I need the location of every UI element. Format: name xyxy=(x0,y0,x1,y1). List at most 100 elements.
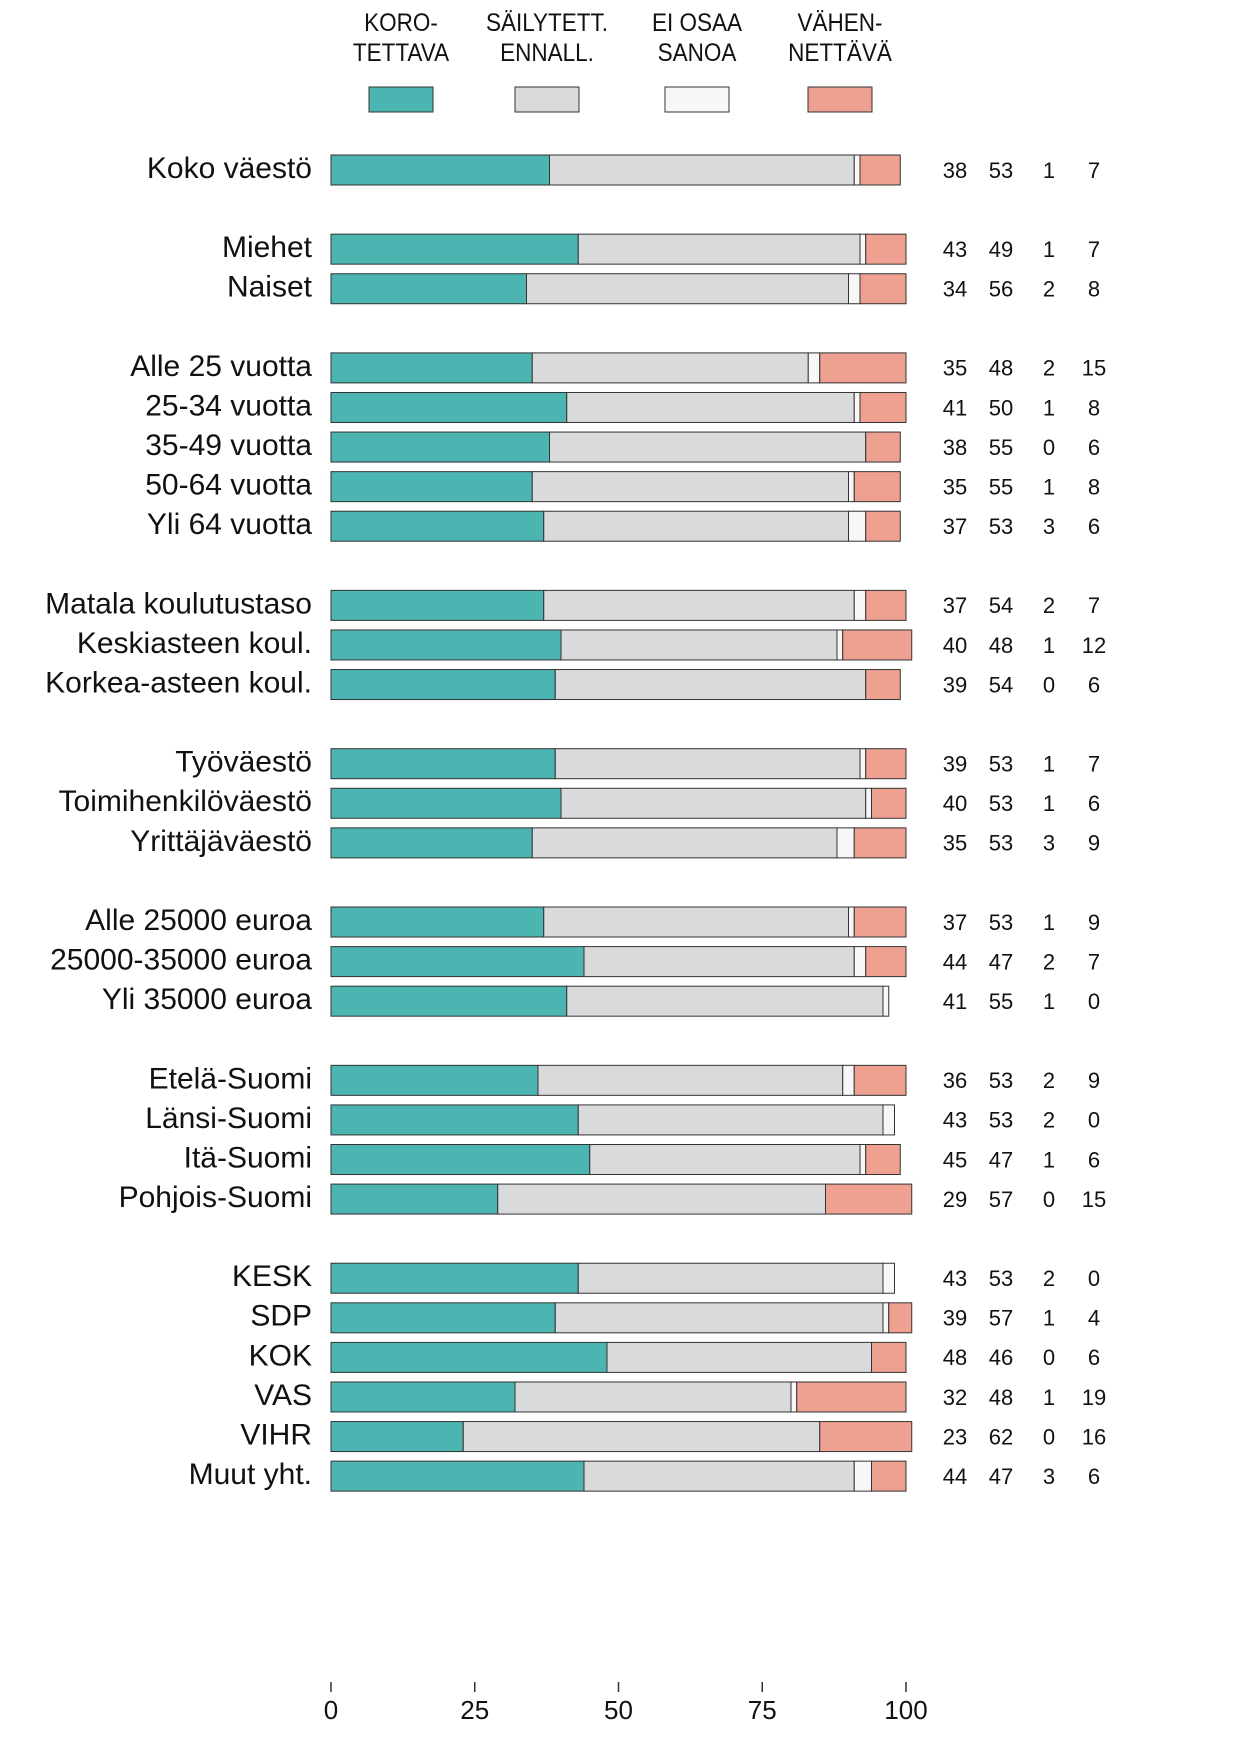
bar-segment xyxy=(819,352,907,384)
value-label: 35 xyxy=(943,356,967,381)
value-label: 43 xyxy=(943,237,967,262)
value-label: 1 xyxy=(1043,395,1055,420)
bar-segment xyxy=(549,154,855,186)
value-label: 3 xyxy=(1043,1464,1055,1489)
value-label: 43 xyxy=(943,1266,967,1291)
category-label: Yli 64 vuotta xyxy=(147,508,312,541)
category-label: Itä-Suomi xyxy=(184,1141,312,1174)
bar-segment xyxy=(865,431,901,463)
bar-segment xyxy=(577,1104,884,1136)
bar-segment xyxy=(790,1381,798,1413)
category-label: 25000-35000 euroa xyxy=(50,944,312,977)
legend-label: EI OSAA SANOA xyxy=(651,9,743,67)
category-label: VAS xyxy=(254,1379,312,1412)
value-label: 48 xyxy=(989,356,1013,381)
value-label: 39 xyxy=(943,752,967,777)
value-label: 62 xyxy=(989,1424,1013,1449)
bar-segment xyxy=(859,1144,867,1175)
value-label: 53 xyxy=(989,752,1013,777)
category-label: Pohjois-Suomi xyxy=(119,1181,312,1214)
value-label: 3 xyxy=(1043,514,1055,539)
category-label: KESK xyxy=(232,1260,312,1293)
bar-segment xyxy=(842,629,913,661)
bar-segment xyxy=(330,233,579,265)
category-label: Alle 25 vuotta xyxy=(130,350,312,383)
value-label: 55 xyxy=(989,474,1013,499)
bar-segment xyxy=(859,748,867,780)
bar-segment xyxy=(554,669,867,701)
value-label: 15 xyxy=(1082,356,1106,381)
value-label: 23 xyxy=(943,1424,967,1449)
value-label: 53 xyxy=(989,910,1013,935)
bar-segment xyxy=(848,906,855,938)
value-label: 12 xyxy=(1082,633,1106,658)
bar-segment xyxy=(330,1183,499,1215)
value-label: 48 xyxy=(943,1345,967,1370)
value-label: 2 xyxy=(1043,277,1055,302)
value-label: 7 xyxy=(1088,949,1100,974)
category-label: Muut yht. xyxy=(189,1458,312,1491)
value-label: 15 xyxy=(1082,1187,1106,1212)
value-label: 57 xyxy=(989,1187,1013,1212)
bar-segment xyxy=(865,748,907,780)
value-label: 53 xyxy=(989,158,1013,183)
value-label: 0 xyxy=(1088,1266,1100,1291)
value-label: 35 xyxy=(943,831,967,856)
value-label: 1 xyxy=(1043,1306,1055,1331)
value-label: 50 xyxy=(989,395,1013,420)
bar-segment xyxy=(577,1262,884,1294)
bar-segment xyxy=(848,273,861,305)
bar-segment xyxy=(543,906,849,938)
bar-segment xyxy=(583,1460,855,1492)
bar-segment xyxy=(859,273,907,305)
legend-swatch xyxy=(807,86,873,113)
category-label: Toimihenkilöväestö xyxy=(59,785,312,818)
bar-segment xyxy=(566,985,884,1017)
bar-segment xyxy=(589,1144,861,1175)
value-label: 46 xyxy=(989,1345,1013,1370)
bar-segment xyxy=(888,1302,913,1334)
value-label: 39 xyxy=(943,672,967,697)
bar-segment xyxy=(330,1341,608,1373)
value-label: 0 xyxy=(1043,1187,1055,1212)
legend-swatch xyxy=(664,86,730,113)
value-label: 53 xyxy=(989,1108,1013,1133)
bar-segment xyxy=(531,471,849,503)
value-label: 56 xyxy=(989,277,1013,302)
x-tick-label: 50 xyxy=(604,1695,633,1725)
bar-segment xyxy=(543,589,855,621)
value-label: 19 xyxy=(1082,1385,1106,1410)
value-label: 8 xyxy=(1088,395,1100,420)
value-label: 0 xyxy=(1043,1424,1055,1449)
value-label: 9 xyxy=(1088,1068,1100,1093)
bar-segment xyxy=(796,1381,907,1413)
bar-segment xyxy=(330,273,527,305)
value-label: 0 xyxy=(1088,1108,1100,1133)
value-label: 6 xyxy=(1088,435,1100,460)
bar-segment xyxy=(865,1144,901,1175)
value-label: 44 xyxy=(943,949,967,974)
value-label: 34 xyxy=(943,277,967,302)
x-tick-label: 75 xyxy=(748,1695,777,1725)
bar-segment xyxy=(330,391,568,423)
value-label: 40 xyxy=(943,791,967,816)
category-label: 25-34 vuotta xyxy=(145,389,312,422)
bar-segment xyxy=(330,985,568,1017)
bar-segment xyxy=(859,391,907,423)
bar-segment xyxy=(836,629,844,661)
bar-segment xyxy=(865,589,907,621)
bar-segment xyxy=(842,1064,855,1096)
category-label: Koko väestö xyxy=(147,152,312,185)
value-label: 39 xyxy=(943,1306,967,1331)
bar-segment xyxy=(537,1064,844,1096)
value-label: 43 xyxy=(943,1108,967,1133)
category-label: Keskiasteen koul. xyxy=(77,627,312,660)
bar-segment xyxy=(865,946,907,978)
bar-segment xyxy=(865,669,901,701)
category-label: Työväestö xyxy=(175,746,312,779)
bar-segment xyxy=(853,589,867,621)
value-label: 6 xyxy=(1088,791,1100,816)
category-label: Yrittäjäväestö xyxy=(130,825,312,858)
